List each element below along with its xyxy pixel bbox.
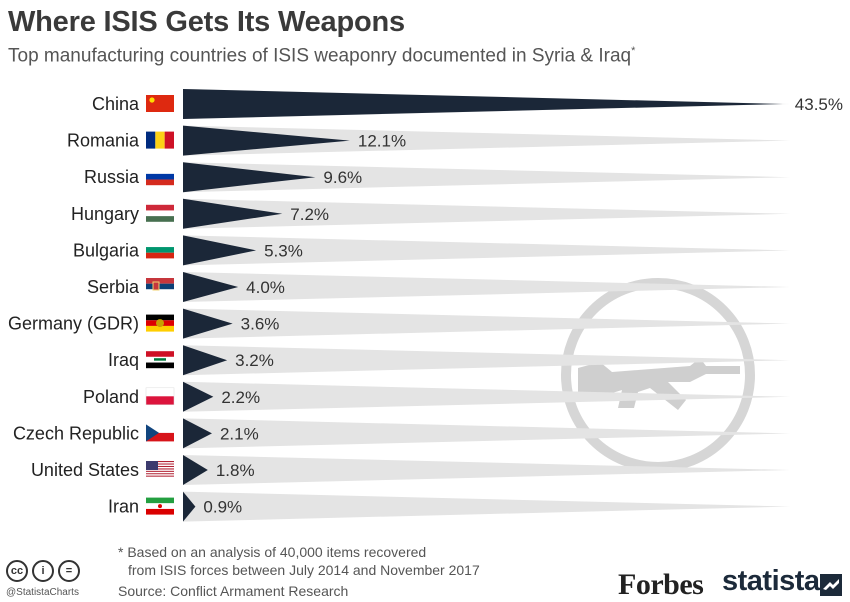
hungary-flag-icon: [146, 204, 174, 222]
category-label: Poland: [83, 387, 139, 407]
category-label: Czech Republic: [13, 423, 139, 443]
category-label: Germany (GDR): [8, 314, 139, 334]
statista-charts-handle[interactable]: @StatistaCharts: [6, 587, 79, 598]
bar-track: [183, 272, 790, 302]
bar-track: [183, 198, 790, 229]
value-label: 12.1%: [358, 132, 406, 151]
forbes-logo[interactable]: Forbes: [618, 568, 704, 601]
bar-row: Poland 2.2%: [83, 381, 790, 412]
bar-row: United States 1.8%: [31, 455, 790, 485]
bar-row: Germany (GDR) 3.6%: [8, 308, 790, 339]
china-flag-icon: [146, 95, 174, 112]
value-label: 2.1%: [220, 424, 259, 443]
category-label: Iraq: [108, 350, 139, 370]
subtitle-text: Top manufacturing countries of ISIS weap…: [8, 45, 632, 67]
bar-track: [183, 345, 790, 376]
value-label: 5.3%: [264, 241, 303, 260]
bar-row: Czech Republic 2.1%: [13, 418, 790, 449]
footnote: * Based on an analysis of 40,000 items r…: [118, 543, 480, 579]
bar-row: Iraq 3.2%: [108, 345, 790, 376]
value-label: 9.6%: [323, 168, 362, 187]
category-label: Bulgaria: [73, 240, 140, 260]
bar-row: Bulgaria 5.3%: [73, 235, 790, 266]
attribution-icon[interactable]: i: [32, 560, 54, 582]
russia-flag-icon: [146, 168, 174, 186]
bar: [183, 235, 257, 266]
statista-logo-icon: [820, 574, 842, 596]
value-label: 3.6%: [241, 315, 280, 334]
statista-logo-text[interactable]: statista: [722, 565, 820, 597]
bar: [183, 491, 196, 522]
category-label: Iran: [108, 497, 139, 517]
bar-track: [183, 455, 790, 485]
footnote-line-2: from ISIS forces between July 2014 and N…: [128, 562, 480, 578]
gdr-flag-icon: [146, 314, 174, 332]
bar-track: [183, 418, 790, 449]
bar-row: Romania 12.1%: [67, 125, 790, 156]
creative-commons-icon[interactable]: cc: [6, 560, 28, 582]
usa-flag-icon: [146, 461, 174, 478]
bar: [183, 89, 783, 119]
value-label: 0.9%: [203, 498, 242, 517]
value-label: 2.2%: [221, 388, 260, 407]
value-label: 3.2%: [235, 351, 274, 370]
category-label: China: [92, 94, 140, 114]
bar-track: [183, 125, 790, 156]
bar-row: Iran 0.9%: [108, 491, 790, 522]
bar-chart: China 43.5% Romania 12.1% Russia 9.6% Hungary 7…: [8, 89, 843, 522]
value-label: 43.5%: [795, 95, 843, 114]
bar-track: [183, 491, 790, 522]
bar-row: Serbia 4.0%: [87, 272, 790, 302]
value-label: 7.2%: [290, 205, 329, 224]
category-label: Russia: [84, 167, 140, 187]
iraq-flag-icon: [146, 351, 174, 369]
bar-track: [183, 235, 790, 266]
category-label: Romania: [67, 131, 140, 151]
bar: [183, 308, 233, 339]
bar: [183, 125, 350, 156]
no-derivatives-icon[interactable]: =: [58, 560, 80, 582]
bulgaria-flag-icon: [146, 241, 174, 259]
category-label: Serbia: [87, 277, 140, 297]
bar-track: [183, 381, 790, 412]
bar: [183, 455, 208, 485]
bar-row: China 43.5%: [92, 89, 843, 119]
bar: [183, 272, 239, 302]
bar: [183, 418, 212, 449]
iran-flag-icon: [146, 497, 174, 515]
czech-flag-icon: [146, 424, 174, 442]
bar: [183, 345, 228, 376]
bar: [183, 381, 214, 412]
serbia-flag-icon: [146, 278, 174, 295]
source-note: Source: Conflict Armament Research: [118, 583, 349, 599]
rifle-watermark-icon: [561, 278, 755, 472]
footnote-line-1: * Based on an analysis of 40,000 items r…: [118, 544, 427, 560]
bar-track: [183, 308, 790, 339]
license-icons: cc i =: [6, 560, 80, 582]
subtitle-footnote-mark: *: [631, 45, 636, 57]
value-label: 4.0%: [246, 278, 285, 297]
bar: [183, 162, 316, 193]
bar-row: Hungary 7.2%: [71, 198, 790, 229]
chart-title: Where ISIS Gets Its Weapons: [8, 6, 405, 38]
bar-track: [183, 162, 790, 193]
value-label: 1.8%: [216, 461, 255, 480]
bar-row: Russia 9.6%: [84, 162, 790, 193]
chart-subtitle: Top manufacturing countries of ISIS weap…: [8, 45, 635, 67]
bar: [183, 198, 283, 229]
category-label: United States: [31, 460, 139, 480]
romania-flag-icon: [146, 131, 174, 149]
poland-flag-icon: [145, 387, 175, 406]
category-label: Hungary: [71, 204, 139, 224]
